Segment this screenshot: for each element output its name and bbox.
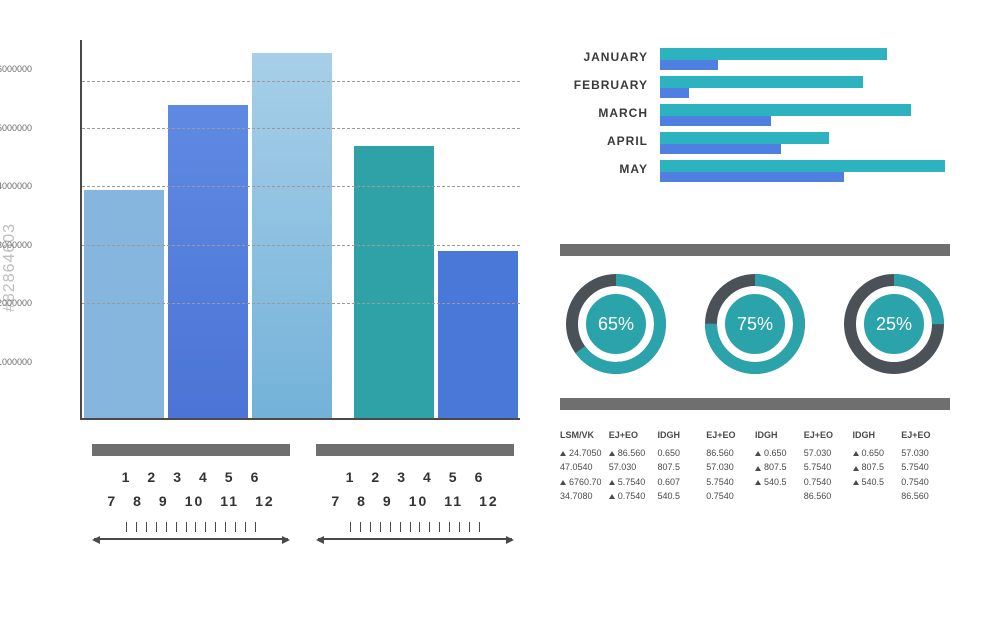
table-cell: 540.5	[658, 489, 703, 503]
horizontal-bar-chart: JANUARY FEBRUARY MARCH APRIL MAY	[560, 48, 950, 188]
table-cell: 807.5	[853, 460, 898, 474]
hbar-row: FEBRUARY	[560, 76, 950, 98]
table-header: EJ+EO	[706, 430, 751, 440]
hbar-label: MARCH	[560, 104, 660, 120]
number-block-1: 1 2 3 4 5 6 7 8 9 10 11 12	[86, 444, 296, 548]
donut-chart: 25%	[838, 268, 950, 380]
table-header: EJ+EO	[901, 430, 946, 440]
table-column: IDGH 0.650807.5540.5	[755, 430, 804, 504]
triangle-up-icon	[560, 480, 566, 485]
number-block-2: 1 2 3 4 5 6 7 8 9 10 11 12	[310, 444, 520, 548]
table-cell: 807.5	[658, 460, 703, 474]
ruler	[310, 522, 520, 548]
gray-bar	[92, 444, 290, 456]
arrow-line	[318, 538, 512, 540]
bar	[168, 105, 248, 418]
triangle-up-icon	[560, 451, 566, 456]
table-cell: 86.560	[609, 446, 654, 460]
separator-bar	[560, 244, 950, 256]
numbers-row-2: 7 8 9 10 11 12	[310, 490, 520, 514]
numbers-row-1: 1 2 3 4 5 6	[86, 466, 296, 490]
bar	[438, 251, 518, 418]
table-column: EJ+EO 86.56057.0305.75400.7540	[609, 430, 658, 504]
table-cell: 0.650	[853, 446, 898, 460]
table-cell: 57.030	[901, 446, 946, 460]
separator-bar	[560, 398, 950, 410]
ruler	[86, 522, 296, 548]
table-cell: 5.7540	[804, 460, 849, 474]
table-column: LSM/VK 24.705047.05406760.7034.7080	[560, 430, 609, 504]
table-cell: 0.7540	[901, 475, 946, 489]
table-cell: 0.7540	[804, 475, 849, 489]
table-cell: 0.7540	[706, 489, 751, 503]
table-cell: 5.7540	[901, 460, 946, 474]
table-column: EJ+EO 57.0305.75400.754086.560	[901, 430, 950, 504]
hbar-row: MARCH	[560, 104, 950, 126]
table-column: IDGH 0.650807.5540.5	[853, 430, 902, 504]
table-cell: 807.5	[755, 460, 800, 474]
table-cell: 57.030	[804, 446, 849, 460]
bar-chart-bars	[82, 40, 520, 418]
table-cell: 5.7540	[609, 475, 654, 489]
arrow-line	[94, 538, 288, 540]
number-blocks: 1 2 3 4 5 6 7 8 9 10 11 12 1 2 3 4 5 6 7…	[86, 444, 520, 548]
triangle-up-icon	[853, 451, 859, 456]
bar-chart-plot	[80, 40, 520, 420]
table-header: EJ+EO	[804, 430, 849, 440]
table-cell: 540.5	[755, 475, 800, 489]
table-header: IDGH	[658, 430, 703, 440]
donut-charts: 65% 75% 25%	[560, 268, 950, 380]
table-cell: 57.030	[609, 460, 654, 474]
table-cell: 86.560	[901, 489, 946, 503]
table-cell: 86.560	[706, 446, 751, 460]
bar-chart: 1000000200000030000004000000500000060000…	[80, 40, 520, 420]
numbers-row-2: 7 8 9 10 11 12	[86, 490, 296, 514]
donut-percent: 65%	[584, 292, 648, 356]
bar	[252, 53, 332, 418]
table-cell: 540.5	[853, 475, 898, 489]
table-column: IDGH 0.650807.50.607540.5	[658, 430, 707, 504]
hbar-label: MAY	[560, 160, 660, 176]
table-cell: 86.560	[804, 489, 849, 503]
data-table: LSM/VK 24.705047.05406760.7034.7080 EJ+EO 8…	[560, 430, 950, 504]
table-cell: 6760.70	[560, 475, 605, 489]
table-header: IDGH	[755, 430, 800, 440]
table-cell: 0.607	[658, 475, 703, 489]
table-header: IDGH	[853, 430, 898, 440]
triangle-up-icon	[853, 466, 859, 471]
table-cell: 34.7080	[560, 489, 605, 503]
table-cell: 0.650	[755, 446, 800, 460]
triangle-up-icon	[755, 451, 761, 456]
hbar-row: JANUARY	[560, 48, 950, 70]
triangle-up-icon	[609, 494, 615, 499]
numbers-row-1: 1 2 3 4 5 6	[310, 466, 520, 490]
donut-percent: 25%	[862, 292, 926, 356]
table-header: LSM/VK	[560, 430, 605, 440]
donut-chart: 65%	[560, 268, 672, 380]
table-header: EJ+EO	[609, 430, 654, 440]
gray-bar	[316, 444, 514, 456]
table-cell: 47.0540	[560, 460, 605, 474]
table-cell: 24.7050	[560, 446, 605, 460]
hbar-label: JANUARY	[560, 48, 660, 64]
triangle-up-icon	[755, 466, 761, 471]
table-cell: 0.650	[658, 446, 703, 460]
triangle-up-icon	[609, 480, 615, 485]
hbar-label: APRIL	[560, 132, 660, 148]
table-cell: 0.7540	[609, 489, 654, 503]
hbar-label: FEBRUARY	[560, 76, 660, 92]
hbar-row: APRIL	[560, 132, 950, 154]
triangle-up-icon	[853, 480, 859, 485]
table-column: EJ+EO 57.0305.75400.754086.560	[804, 430, 853, 504]
triangle-up-icon	[609, 451, 615, 456]
table-column: EJ+EO 86.56057.0305.75400.7540	[706, 430, 755, 504]
triangle-up-icon	[755, 480, 761, 485]
donut-percent: 75%	[723, 292, 787, 356]
table-cell: 5.7540	[706, 475, 751, 489]
table-cell: 57.030	[706, 460, 751, 474]
hbar-row: MAY	[560, 160, 950, 182]
donut-chart: 75%	[699, 268, 811, 380]
